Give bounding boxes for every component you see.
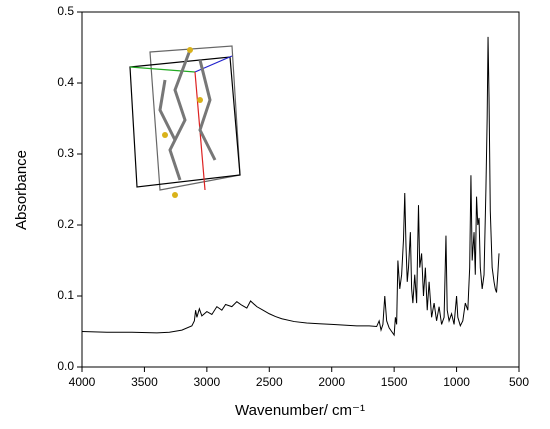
spectrum-line (81, 36, 500, 337)
x-tick-label: 3500 (131, 375, 158, 389)
y-tick-label: 0.1 (57, 288, 74, 302)
y-tick-label: 0.3 (57, 146, 74, 160)
x-tick-label: 1500 (381, 375, 408, 389)
y-tick-label: 0.4 (57, 75, 74, 89)
x-axis-title: Wavenumber/ cm⁻¹ (235, 402, 365, 419)
y-tick-label: 0.5 (57, 4, 74, 18)
x-tick-label: 3000 (194, 375, 221, 389)
x-tick-label: 1000 (443, 375, 470, 389)
y-tick-label: 0.0 (57, 359, 74, 373)
y-tick-label: 0.2 (57, 217, 74, 231)
plot-frame (81, 11, 520, 368)
crystal-inset (129, 45, 241, 198)
x-tick-label: 2500 (256, 375, 283, 389)
x-tick-label: 500 (509, 375, 529, 389)
x-tick-label: 2000 (318, 375, 345, 389)
x-tick-label: 4000 (69, 375, 96, 389)
y-axis-title: Absorbance (13, 150, 30, 230)
